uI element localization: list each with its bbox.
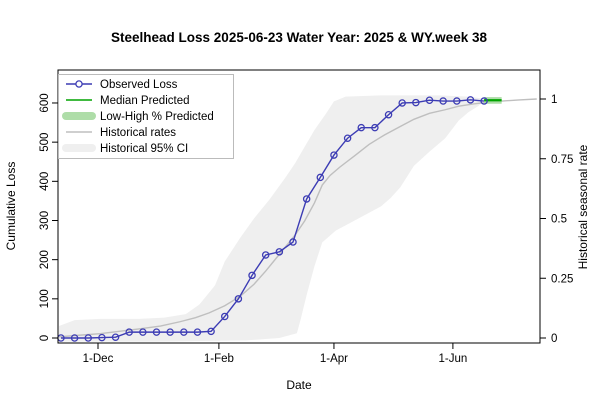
observed-loss-point — [111, 333, 120, 341]
observed-loss-point — [371, 123, 379, 132]
observed-loss-point — [302, 195, 311, 203]
x-axis-title: Date — [286, 378, 312, 392]
observed-loss-point — [343, 134, 352, 142]
historical-ci-polygon — [59, 95, 487, 342]
x-tick-label: 1-Jun — [439, 353, 468, 365]
y-left-tick-label: 300 — [39, 211, 51, 230]
observed-loss-point — [70, 334, 79, 342]
legend-key-circle — [75, 80, 83, 88]
y-left-tick-label: 200 — [39, 250, 51, 269]
plot-border — [57, 69, 541, 344]
observed-loss-point — [84, 334, 93, 342]
observed-loss-point — [289, 238, 297, 246]
observed-loss-point — [357, 123, 365, 132]
observed-loss-point — [248, 271, 256, 280]
y-right-tick-label: 0.75 — [551, 154, 573, 166]
observed-loss-point — [439, 97, 447, 105]
observed-loss-point — [166, 328, 174, 336]
historical-rates-path — [58, 98, 537, 338]
legend-label: Historical 95% CI — [100, 143, 188, 155]
y-right-tick-label: 1 — [551, 94, 557, 106]
observed-loss-point — [193, 328, 202, 336]
observed-loss-point — [412, 98, 420, 107]
y-right-tick-label: 0.5 — [551, 214, 567, 226]
observed-loss-point — [425, 96, 434, 104]
observed-loss-point — [384, 110, 393, 119]
observed-loss-point — [398, 99, 406, 107]
x-tick-label: 1-Feb — [204, 353, 234, 365]
legend-label: Historical rates — [100, 127, 176, 139]
observed-loss-point — [261, 251, 270, 259]
observed-loss-line — [57, 96, 488, 342]
observed-loss-point — [330, 151, 338, 159]
observed-loss-point — [234, 295, 243, 303]
chart-title: Steelhead Loss 2025-06-23 Water Year: 20… — [111, 30, 487, 45]
y-left-tick-label: 0 — [39, 335, 51, 341]
observed-loss-point — [453, 97, 461, 105]
y-axis-right-title: Historical seasonal rate — [576, 144, 590, 269]
y-left-tick-label: 600 — [39, 93, 51, 112]
observed-loss-point — [220, 312, 229, 321]
legend-label: Observed Loss — [100, 79, 178, 91]
observed-loss-point — [316, 173, 325, 182]
legend: Observed Loss Median Predicted Low-High % … — [58, 74, 234, 159]
axes: 0 100 200 300 400 500 600 0 0.25 0.5 0.75 1 1-Dec 1-F… — [39, 93, 573, 365]
observed-loss-point — [98, 333, 106, 342]
y-left-tick-label: 400 — [39, 172, 51, 191]
y-right-tick-label: 0 — [551, 333, 557, 345]
x-tick-label: 1-Dec — [83, 353, 114, 365]
observed-loss-point — [480, 97, 488, 105]
observed-loss-point — [125, 328, 133, 336]
x-tick-label: 1-Apr — [320, 353, 348, 365]
observed-loss-point — [152, 328, 161, 336]
observed-loss-path — [60, 99, 485, 339]
historical-ci-band — [59, 95, 487, 342]
legend-label: Low-High % Predicted — [100, 111, 214, 123]
observed-loss-point — [207, 327, 215, 336]
legend-label: Median Predicted — [100, 95, 190, 107]
y-left-tick-label: 500 — [39, 133, 51, 152]
y-right-tick-label: 0.25 — [551, 273, 573, 285]
observed-loss-point — [139, 328, 147, 336]
historical-rates-line — [58, 98, 537, 338]
observed-loss-point — [275, 248, 284, 256]
y-axis-left-title: Cumulative Loss — [4, 162, 18, 251]
observed-loss-point — [180, 328, 188, 336]
y-left-tick-label: 100 — [39, 289, 51, 308]
observed-loss-point — [466, 96, 475, 104]
